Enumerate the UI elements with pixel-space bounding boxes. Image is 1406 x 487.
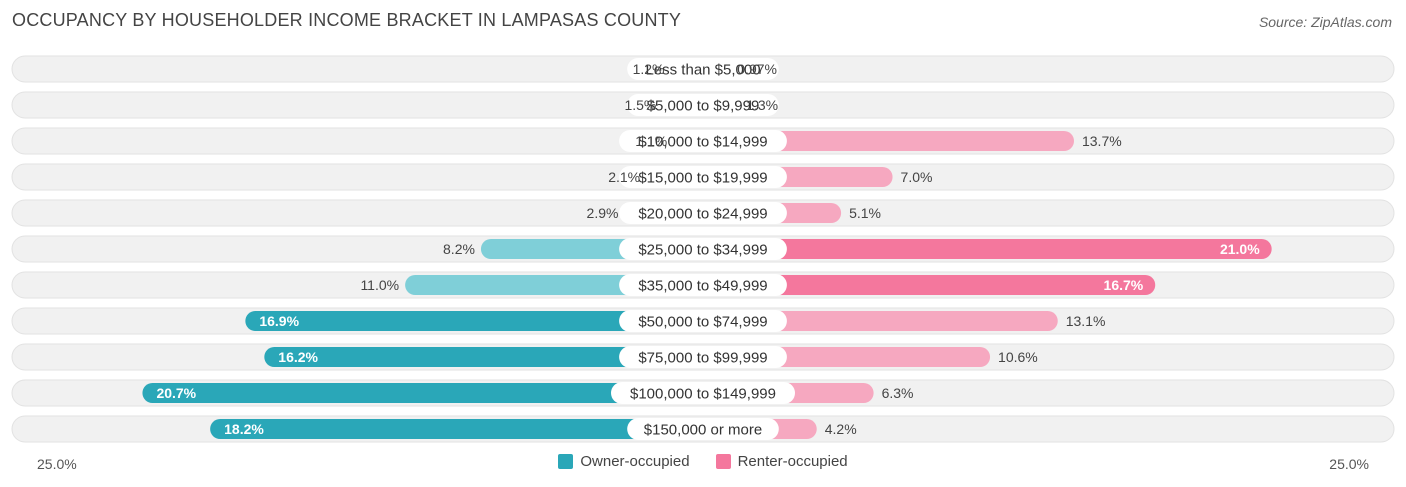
owner-bar bbox=[142, 383, 704, 403]
legend-label-owner: Owner-occupied bbox=[580, 453, 690, 470]
category-label-background bbox=[627, 94, 779, 116]
category-label-background bbox=[619, 238, 787, 260]
legend-item-owner[interactable]: Owner-occupied bbox=[558, 453, 690, 470]
category-label: $5,000 to $9,999 bbox=[647, 98, 760, 115]
owner-value-label: 18.2% bbox=[224, 421, 264, 437]
category-label-background bbox=[619, 130, 787, 152]
chart-title: OCCUPANCY BY HOUSEHOLDER INCOME BRACKET … bbox=[12, 10, 682, 30]
renter-bar bbox=[703, 239, 1272, 259]
category-label: $10,000 to $14,999 bbox=[638, 134, 767, 151]
owner-value-label: 1.2% bbox=[633, 61, 665, 77]
renter-bar bbox=[703, 275, 1156, 295]
category-label: Less than $5,000 bbox=[645, 62, 760, 79]
category-label: $100,000 to $149,999 bbox=[630, 386, 776, 403]
axis-min-label: 25.0% bbox=[37, 456, 77, 472]
axis-max-label: 25.0% bbox=[1329, 456, 1369, 472]
renter-value-label: 1.3% bbox=[746, 97, 778, 113]
owner-bar bbox=[210, 419, 704, 439]
owner-value-label: 8.2% bbox=[443, 241, 475, 257]
owner-bar bbox=[264, 347, 703, 367]
legend-swatch-renter bbox=[715, 454, 731, 469]
owner-value-label: 2.1% bbox=[608, 169, 640, 185]
legend-label-renter: Renter-occupied bbox=[737, 453, 848, 470]
owner-value-label: 1.1% bbox=[635, 133, 667, 149]
category-label-background bbox=[619, 202, 787, 224]
category-label: $15,000 to $19,999 bbox=[638, 170, 767, 187]
owner-value-label: 16.9% bbox=[259, 313, 299, 329]
legend: Owner-occupied Renter-occupied bbox=[0, 453, 1406, 470]
renter-bar bbox=[703, 131, 1074, 151]
renter-value-label: 21.0% bbox=[1220, 241, 1260, 257]
owner-value-label: 1.5% bbox=[624, 97, 656, 113]
renter-value-label: 5.1% bbox=[849, 205, 881, 221]
owner-value-label: 11.0% bbox=[360, 277, 399, 293]
owner-value-label: 16.2% bbox=[278, 349, 318, 365]
renter-value-label: 13.7% bbox=[1082, 133, 1122, 149]
renter-bar bbox=[703, 311, 1058, 331]
renter-value-label: 16.7% bbox=[1104, 277, 1144, 293]
category-label-background bbox=[619, 310, 787, 332]
legend-item-renter[interactable]: Renter-occupied bbox=[715, 453, 848, 470]
category-label: $35,000 to $49,999 bbox=[638, 278, 767, 295]
category-label: $75,000 to $99,999 bbox=[638, 350, 767, 367]
category-label-background bbox=[627, 58, 779, 80]
renter-value-label: 13.1% bbox=[1066, 313, 1106, 329]
category-label-background bbox=[619, 274, 787, 296]
category-label: $50,000 to $74,999 bbox=[638, 314, 767, 331]
owner-value-label: 2.9% bbox=[587, 205, 619, 221]
category-label-background bbox=[627, 418, 779, 440]
legend-swatch-owner bbox=[558, 454, 574, 469]
category-label-background bbox=[611, 382, 795, 404]
category-label-background bbox=[619, 346, 787, 368]
renter-value-label: 6.3% bbox=[882, 385, 914, 401]
source-note: Source: ZipAtlas.com bbox=[1258, 14, 1392, 30]
category-label: $150,000 or more bbox=[644, 422, 762, 439]
owner-bar bbox=[245, 311, 703, 331]
renter-value-label: 7.0% bbox=[901, 169, 933, 185]
category-label: $25,000 to $34,999 bbox=[638, 242, 767, 259]
category-label-background bbox=[619, 166, 787, 188]
renter-value-label: 4.2% bbox=[825, 421, 857, 437]
owner-value-label: 20.7% bbox=[156, 385, 196, 401]
renter-value-label: 10.6% bbox=[998, 349, 1038, 365]
category-label: $20,000 to $24,999 bbox=[638, 206, 767, 223]
renter-value-label: 0.97% bbox=[737, 61, 777, 77]
